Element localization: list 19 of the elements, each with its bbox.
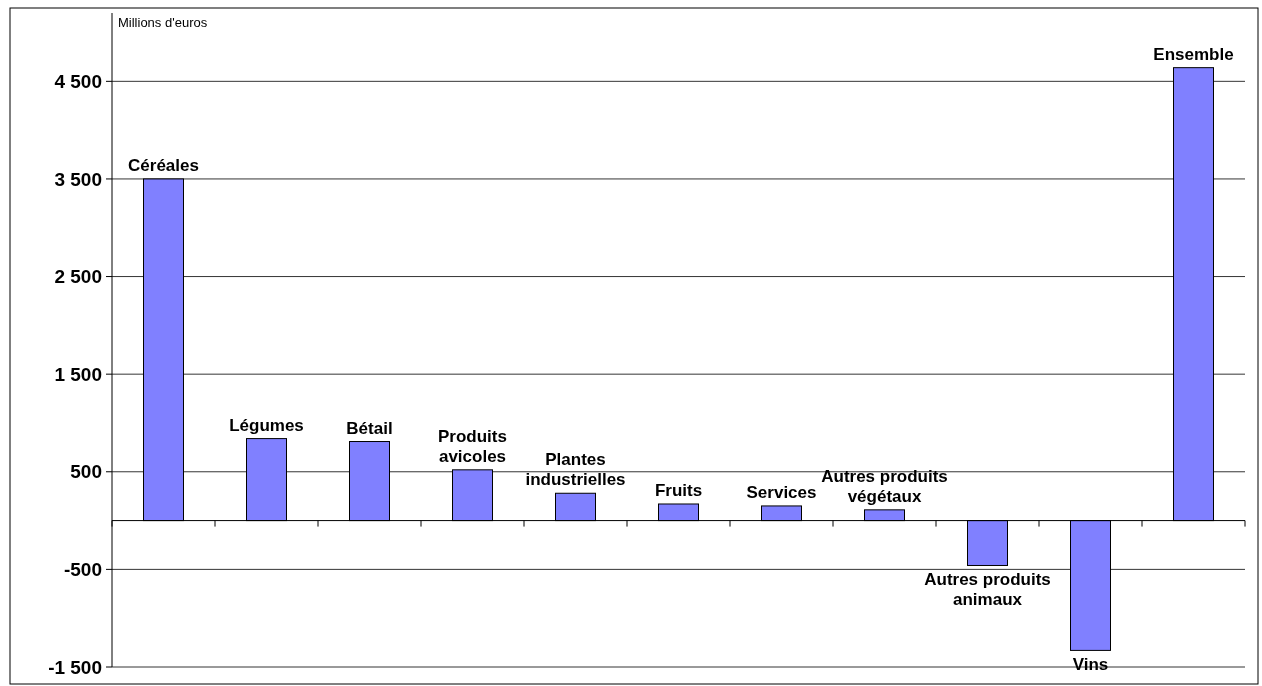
y-tick-label: 4 500: [54, 70, 102, 92]
y-tick-label: 500: [70, 461, 102, 483]
x-tick-label: Fruits: [654, 480, 703, 500]
x-tick-label: Plantes industrielles: [525, 450, 626, 490]
x-tick-label: Légumes: [229, 415, 304, 435]
y-axis-title: Millions d'euros: [118, 15, 208, 30]
y-tick-label: 1 500: [54, 363, 102, 385]
x-tick-label: Ensemble: [1153, 44, 1234, 64]
x-tick-label: Bétail: [346, 418, 393, 438]
x-tick-label: Produits avicoles: [438, 426, 507, 466]
x-tick-label: Autres produits animaux: [924, 570, 1051, 610]
y-tick-label: 2 500: [54, 266, 102, 288]
x-tick-label: Services: [746, 482, 817, 502]
x-tick-label: Céréales: [128, 155, 199, 175]
y-tick-label: -500: [63, 559, 102, 581]
x-tick-label: Vins: [1072, 655, 1109, 675]
y-tick-label: 3 500: [54, 168, 102, 190]
x-tick-label: Autres produits végétaux: [821, 466, 948, 506]
y-tick-label: -1 500: [48, 656, 102, 678]
